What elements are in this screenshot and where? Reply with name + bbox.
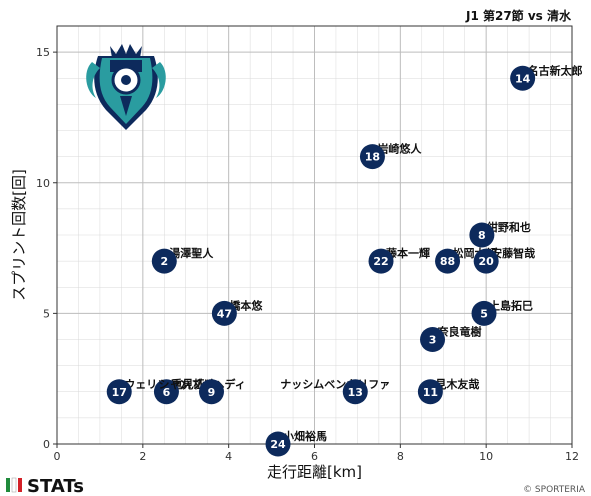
player-marker	[106, 379, 132, 405]
player-name-label: 藤本一輝	[386, 246, 430, 260]
player-marker	[342, 379, 368, 405]
player-marker	[151, 248, 177, 274]
player-marker	[473, 248, 499, 274]
player-name-label: 上島拓巳	[489, 298, 533, 312]
player-number-label: 20	[479, 255, 495, 268]
player-number-label: 17	[112, 386, 127, 399]
player-number-label: 13	[348, 386, 363, 399]
match-title: J1 第27節 vs 清水	[465, 8, 572, 23]
player-number-label: 18	[365, 151, 380, 164]
player-marker	[199, 379, 224, 405]
player-name-label: 安藤智哉	[491, 246, 535, 260]
player-number-label: 14	[515, 72, 531, 85]
player-number-label: 11	[423, 386, 438, 399]
x-tick-label: 8	[397, 450, 404, 463]
avispa-fukuoka-crest-icon	[86, 44, 166, 130]
x-tick-label: 6	[311, 450, 318, 463]
player-marker	[510, 65, 536, 91]
player-name-label: ナッシムベンカリファ	[280, 378, 390, 391]
player-name-label: 小畑裕馬	[282, 429, 327, 443]
player-name-label: 湯澤聖人	[169, 246, 214, 260]
player-number-label: 9	[208, 386, 216, 399]
player-marker	[368, 248, 394, 274]
y-tick-label: 15	[36, 46, 50, 59]
player-name-label: 岩崎悠人	[376, 142, 422, 156]
y-tick-label: 5	[43, 307, 50, 320]
player-marker	[265, 431, 291, 457]
player-name-label: 見木友哉	[434, 377, 479, 391]
x-tick-label: 4	[225, 450, 232, 463]
y-tick-labels: 0 5 10 15	[36, 46, 57, 451]
x-tick-label: 0	[54, 450, 61, 463]
y-tick-label: 0	[43, 438, 50, 451]
player-marker	[359, 144, 385, 170]
player-number-label: 88	[440, 255, 455, 268]
player-number-label: 6	[163, 386, 171, 399]
player-number-label: 2	[160, 255, 168, 268]
player-point: シャハブザヘディ9	[159, 377, 246, 405]
x-tick-label: 10	[479, 450, 493, 463]
player-marker	[153, 379, 179, 405]
stats-logo-icon	[6, 477, 22, 493]
x-tick-label: 12	[565, 450, 579, 463]
player-marker	[435, 248, 461, 274]
player-marker	[417, 379, 443, 405]
stats-brand: STATs	[27, 476, 84, 496]
x-tick-labels: 0 2 4 6 8 10 12	[54, 444, 579, 463]
x-axis-label: 走行距離[km]	[267, 463, 362, 481]
player-number-label: 5	[480, 307, 488, 320]
player-number-label: 47	[217, 307, 232, 320]
player-points: 名古新太郎14岩崎悠人18紺野和也8湯澤聖人2藤本一輝22松岡大起88安藤智哉2…	[106, 63, 583, 457]
player-name-label: 紺野和也	[487, 220, 531, 234]
y-axis-label: スプリント回数[回]	[10, 169, 28, 301]
player-name-label: 名古新太郎	[528, 63, 583, 77]
player-name-label: 奈良竜樹	[437, 325, 482, 339]
x-tick-label: 2	[139, 450, 146, 463]
player-number-label: 24	[270, 438, 286, 451]
copyright-text: © SPORTERIA	[523, 485, 586, 495]
player-number-label: 8	[478, 229, 486, 242]
player-number-label: 22	[373, 255, 388, 268]
player-number-label: 3	[429, 334, 437, 347]
y-tick-label: 10	[36, 177, 50, 190]
player-marker	[471, 300, 497, 326]
player-name-label: 橋本悠	[229, 298, 263, 312]
player-marker	[211, 300, 237, 326]
player-marker	[420, 327, 446, 352]
player-marker	[469, 222, 495, 248]
